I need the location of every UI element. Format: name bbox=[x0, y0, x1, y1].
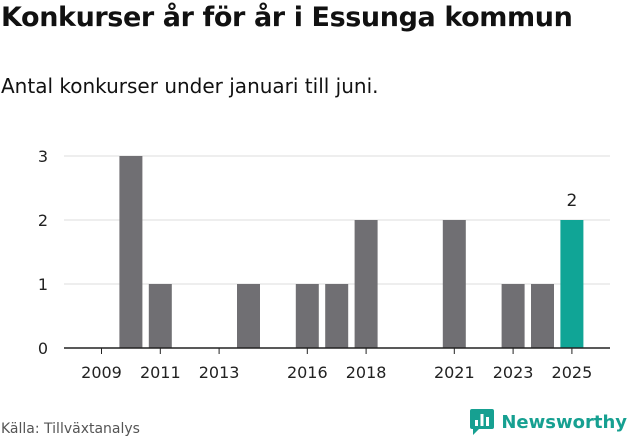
y-tick-label: 0 bbox=[38, 339, 48, 358]
y-tick-label: 3 bbox=[38, 147, 48, 166]
chart-subtitle: Antal konkurser under januari till juni. bbox=[1, 74, 379, 98]
bar-chart: 0 1 2 3 2009 2011 2013 2016 2018 2021 2023 2025 2 bbox=[38, 147, 610, 382]
bar-2016 bbox=[295, 284, 319, 348]
x-tick-label: 2016 bbox=[287, 363, 328, 382]
bar-2014 bbox=[237, 284, 260, 348]
x-tick-label: 2025 bbox=[552, 363, 593, 382]
x-tick-label: 2018 bbox=[346, 363, 387, 382]
brand-name: Newsworthy bbox=[501, 411, 627, 433]
y-tick-label: 1 bbox=[38, 275, 48, 294]
bar-2021 bbox=[442, 220, 466, 348]
x-tick-label: 2021 bbox=[434, 363, 475, 382]
bar-chart-speech-bubble-icon bbox=[470, 409, 495, 435]
x-tick-label: 2013 bbox=[199, 363, 240, 382]
x-tick-label: 2009 bbox=[81, 363, 122, 382]
bar-2024 bbox=[531, 284, 554, 348]
bar-2023 bbox=[501, 284, 525, 348]
data-label: 2 bbox=[566, 191, 577, 211]
bar-2018 bbox=[354, 220, 378, 348]
source-note: Källa: Tillväxtanalys bbox=[1, 421, 140, 437]
x-tick-label: 2023 bbox=[493, 363, 534, 382]
y-tick-label: 2 bbox=[38, 211, 48, 230]
bar-2010 bbox=[119, 156, 143, 348]
bar-2025 bbox=[560, 220, 584, 348]
brand-logo: Newsworthy bbox=[469, 408, 627, 436]
chart-title: Konkurser år för år i Essunga kommun bbox=[1, 2, 573, 33]
x-tick-label: 2011 bbox=[140, 363, 181, 382]
bar-2017 bbox=[325, 284, 349, 348]
bar-2011 bbox=[148, 284, 172, 348]
